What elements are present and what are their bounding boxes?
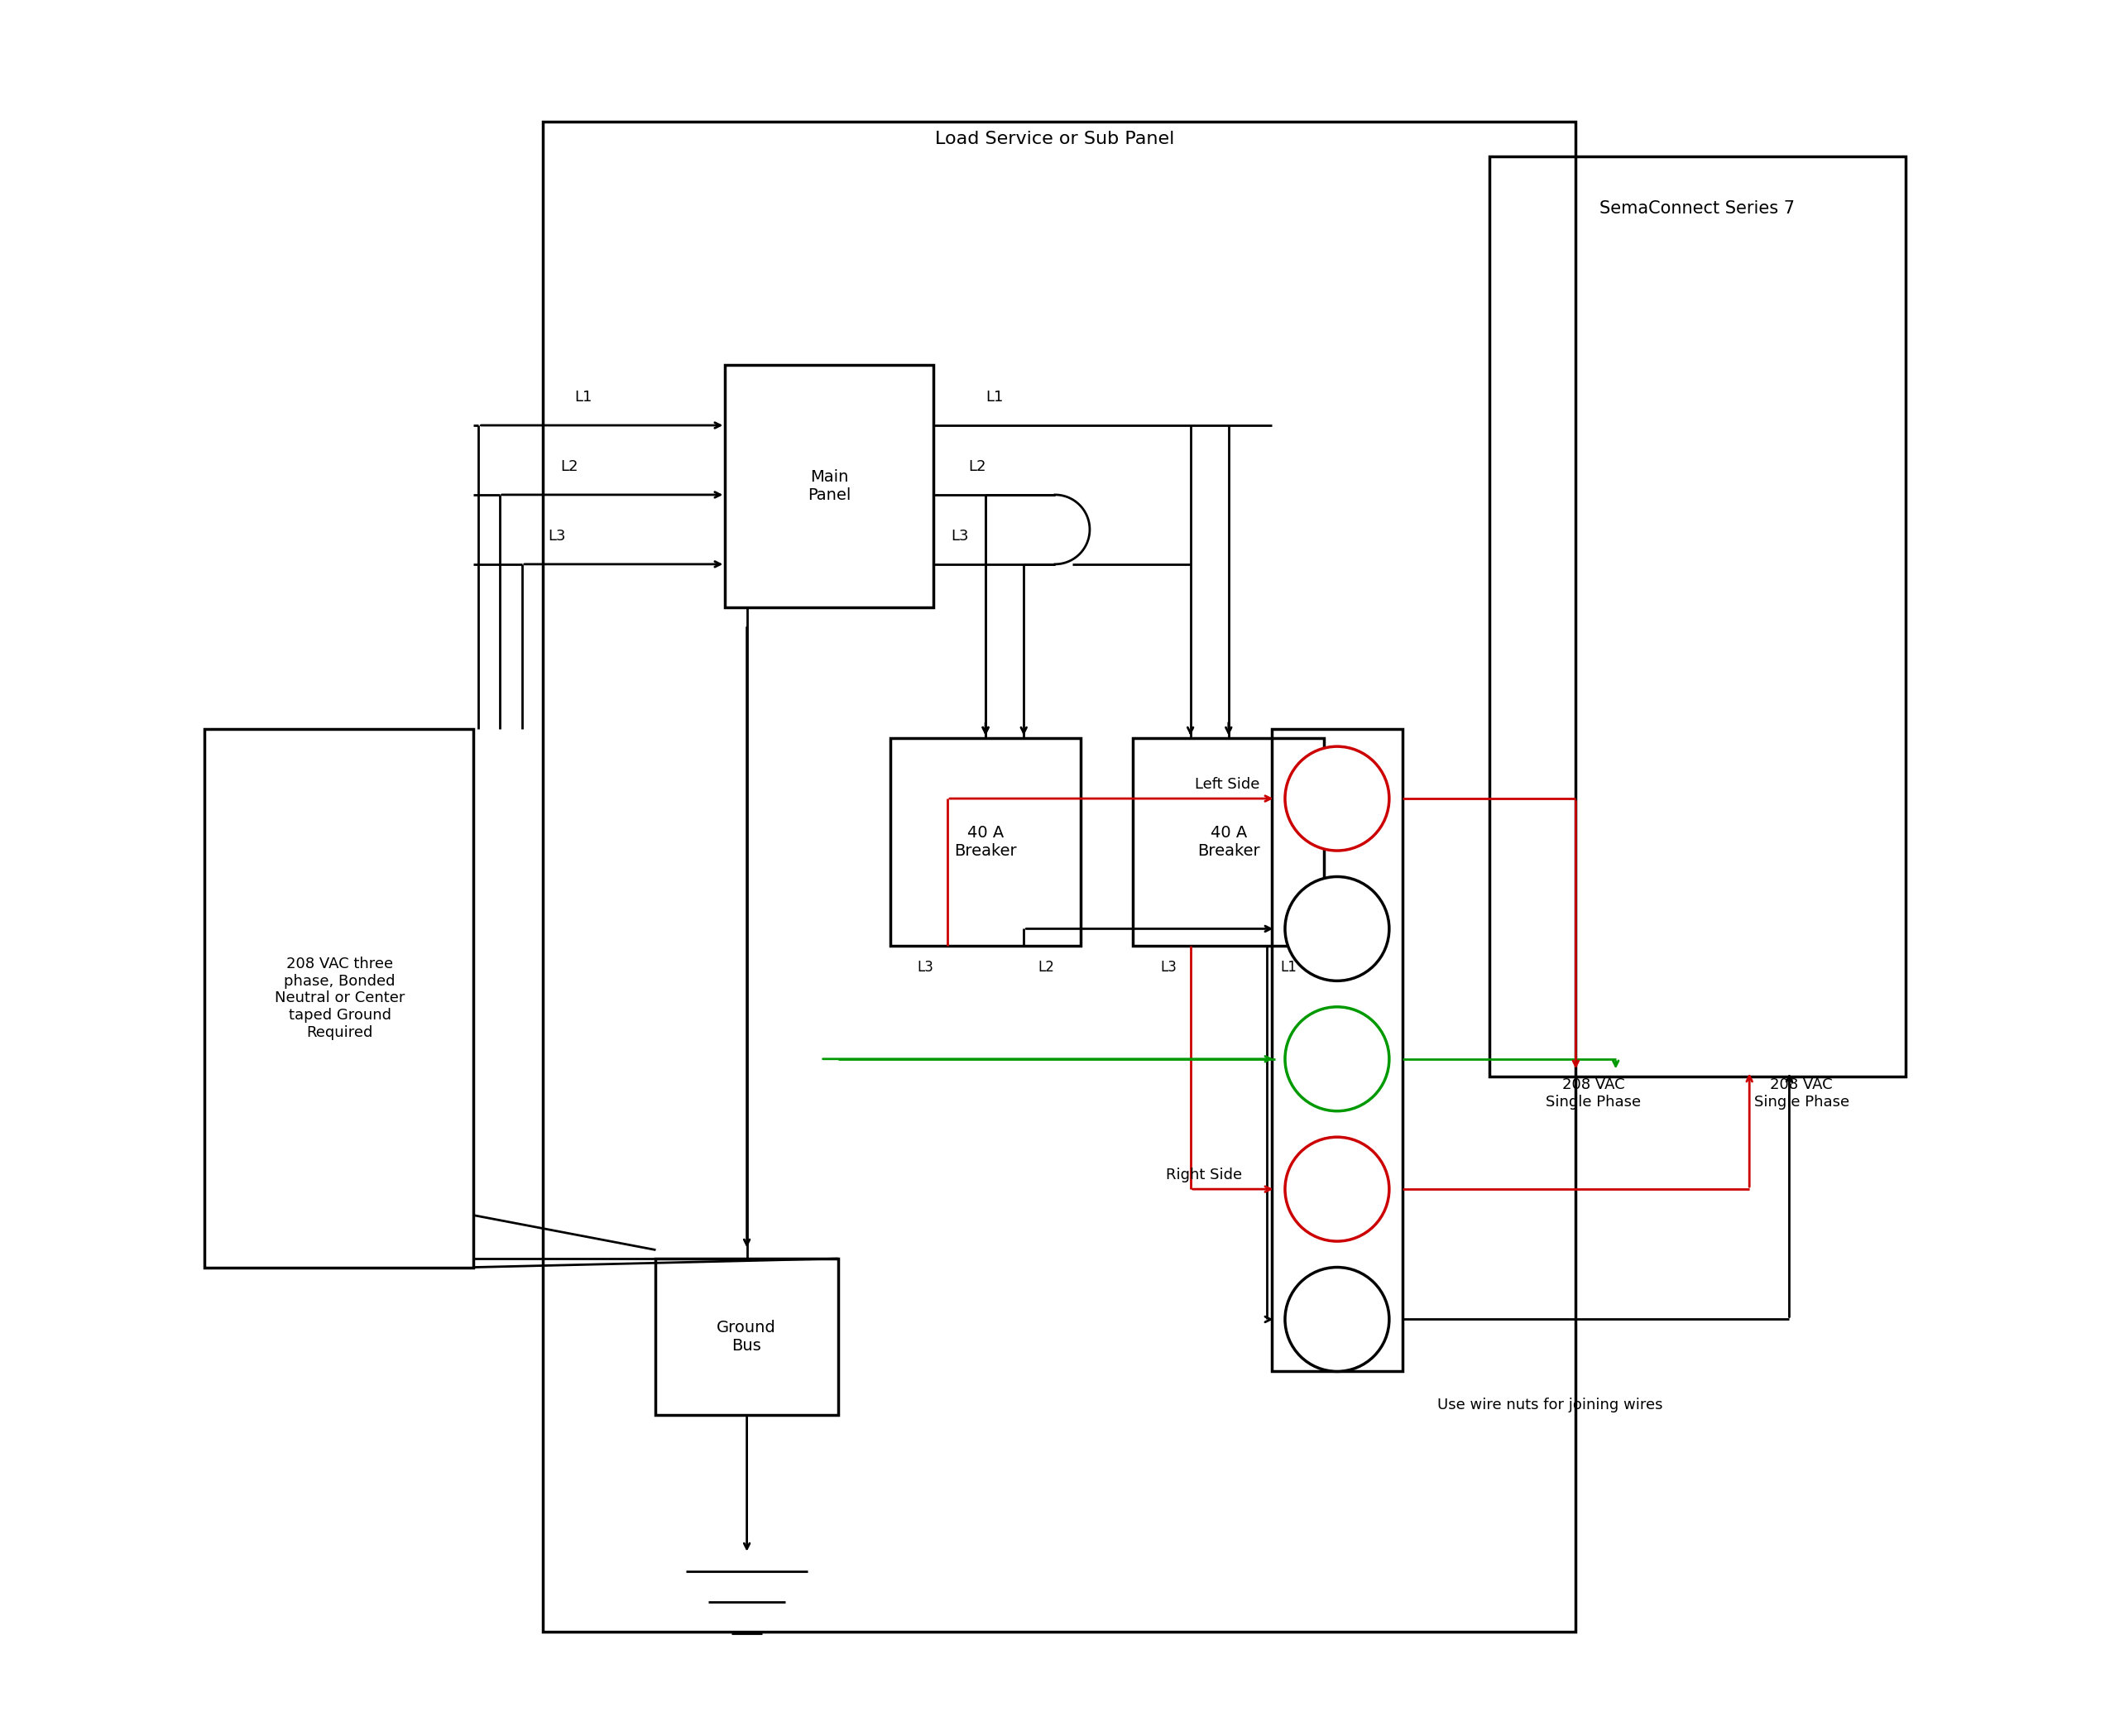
Text: L1: L1 [574, 389, 591, 404]
Text: 40 A
Breaker: 40 A Breaker [1196, 825, 1260, 859]
Text: L2: L2 [561, 458, 578, 474]
Text: 208 VAC
Single Phase: 208 VAC Single Phase [1545, 1078, 1642, 1109]
Text: L3: L3 [918, 960, 933, 976]
Circle shape [1285, 1137, 1388, 1241]
Bar [542, 122, 1576, 1632]
Text: Right Side: Right Side [1167, 1168, 1243, 1182]
Circle shape [1285, 877, 1388, 981]
Bar [1272, 729, 1403, 1371]
Text: L1: L1 [1281, 960, 1298, 976]
Text: 208 VAC three
phase, Bonded
Neutral or Center
taped Ground
Required: 208 VAC three phase, Bonded Neutral or C… [274, 957, 405, 1040]
Bar [205, 729, 473, 1267]
Circle shape [1285, 1267, 1388, 1371]
Text: Use wire nuts for joining wires: Use wire nuts for joining wires [1437, 1397, 1663, 1413]
Bar [726, 365, 933, 608]
Text: L1: L1 [985, 389, 1002, 404]
Text: 40 A
Breaker: 40 A Breaker [954, 825, 1017, 859]
Text: L2: L2 [968, 458, 985, 474]
Bar [1490, 156, 1905, 1076]
Text: SemaConnect Series 7: SemaConnect Series 7 [1599, 200, 1796, 217]
Bar [890, 738, 1080, 946]
Text: L3: L3 [549, 528, 565, 543]
Text: L3: L3 [952, 528, 968, 543]
Text: Main
Panel: Main Panel [808, 469, 850, 503]
Text: Ground
Bus: Ground Bus [715, 1319, 776, 1354]
Text: L3: L3 [1160, 960, 1177, 976]
Text: Load Service or Sub Panel: Load Service or Sub Panel [935, 130, 1175, 148]
Text: L2: L2 [1038, 960, 1055, 976]
Bar [1133, 738, 1325, 946]
Text: 208 VAC
Single Phase: 208 VAC Single Phase [1753, 1078, 1848, 1109]
Circle shape [1285, 1007, 1388, 1111]
Text: Left Side: Left Side [1194, 778, 1260, 792]
Circle shape [1285, 746, 1388, 851]
Bar [656, 1259, 838, 1415]
